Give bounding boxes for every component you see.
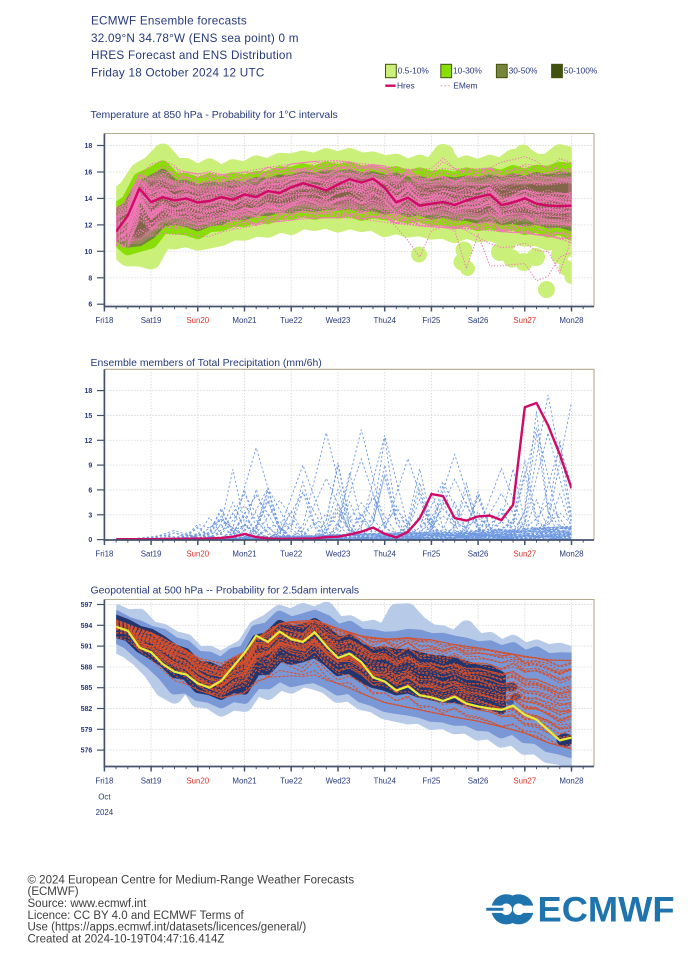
svg-text:ECMWF Ensemble forecasts: ECMWF Ensemble forecasts <box>91 15 247 28</box>
svg-text:50-100%: 50-100% <box>564 66 598 76</box>
svg-text:Geopotential at 500 hPa -- Pro: Geopotential at 500 hPa -- Probability f… <box>91 585 360 596</box>
svg-text:Source: www.ecmwf.int: Source: www.ecmwf.int <box>28 898 148 910</box>
svg-text:Thu24: Thu24 <box>374 316 397 325</box>
svg-text:9: 9 <box>88 463 92 470</box>
svg-text:16: 16 <box>85 170 93 177</box>
svg-text:Mon28: Mon28 <box>559 549 584 558</box>
svg-text:Thu24: Thu24 <box>374 777 397 786</box>
svg-text:2024: 2024 <box>96 808 114 817</box>
svg-text:Oct: Oct <box>98 793 111 802</box>
svg-text:594: 594 <box>81 623 93 630</box>
svg-text:Hres: Hres <box>397 81 415 91</box>
svg-text:597: 597 <box>81 602 93 609</box>
svg-text:585: 585 <box>81 685 93 692</box>
svg-text:Wed23: Wed23 <box>326 549 351 558</box>
svg-text:Wed23: Wed23 <box>326 777 351 786</box>
svg-text:Sun27: Sun27 <box>513 549 536 558</box>
svg-text:Sat26: Sat26 <box>468 777 489 786</box>
svg-text:Sun20: Sun20 <box>186 549 209 558</box>
svg-text:Thu24: Thu24 <box>374 549 397 558</box>
svg-text:Ensemble members of Total Prec: Ensemble members of Total Precipitation … <box>91 358 322 369</box>
svg-text:Mon21: Mon21 <box>232 549 256 558</box>
svg-text:0.5-10%: 0.5-10% <box>398 66 430 76</box>
svg-text:32.09°N 34.78°W (ENS sea point: 32.09°N 34.78°W (ENS sea point) 0 m <box>91 32 299 45</box>
svg-text:14: 14 <box>85 196 93 203</box>
svg-text:Licence: CC BY 4.0 and ECMWF T: Licence: CC BY 4.0 and ECMWF Terms of <box>28 910 245 922</box>
svg-text:Mon21: Mon21 <box>232 316 256 325</box>
svg-text:6: 6 <box>88 302 92 309</box>
svg-text:Sun20: Sun20 <box>186 316 209 325</box>
svg-text:10-30%: 10-30% <box>453 66 482 76</box>
svg-text:Friday 18 October 2024 12 UTC: Friday 18 October 2024 12 UTC <box>91 66 265 79</box>
svg-text:582: 582 <box>81 706 93 713</box>
svg-text:Sat19: Sat19 <box>141 777 162 786</box>
svg-text:8: 8 <box>88 275 92 282</box>
svg-text:Created at 2024-10-19T04:47:16: Created at 2024-10-19T04:47:16.414Z <box>28 934 225 946</box>
svg-text:576: 576 <box>81 748 93 755</box>
svg-text:Mon28: Mon28 <box>559 777 584 786</box>
svg-text:30-50%: 30-50% <box>509 66 538 76</box>
svg-text:(ECMWF): (ECMWF) <box>28 886 79 898</box>
svg-text:18: 18 <box>85 388 93 395</box>
svg-text:Sun20: Sun20 <box>186 777 209 786</box>
svg-text:ECMWF: ECMWF <box>538 889 675 929</box>
svg-text:591: 591 <box>81 644 93 651</box>
svg-text:Fri18: Fri18 <box>95 316 114 325</box>
svg-text:Tue22: Tue22 <box>280 316 302 325</box>
svg-text:Tue22: Tue22 <box>280 777 302 786</box>
svg-text:579: 579 <box>81 727 93 734</box>
svg-text:0: 0 <box>88 537 92 544</box>
svg-text:Sun27: Sun27 <box>513 316 536 325</box>
svg-text:Tue22: Tue22 <box>280 549 302 558</box>
svg-text:Fri18: Fri18 <box>95 777 114 786</box>
svg-text:Temperature at 850 hPa - Proba: Temperature at 850 hPa - Probability for… <box>91 110 338 121</box>
svg-text:15: 15 <box>85 413 93 420</box>
svg-text:588: 588 <box>81 664 93 671</box>
svg-text:Wed23: Wed23 <box>326 316 351 325</box>
svg-text:© 2024 European Centre for Med: © 2024 European Centre for Medium-Range … <box>28 874 355 886</box>
svg-text:Mon21: Mon21 <box>232 777 256 786</box>
svg-text:12: 12 <box>85 438 93 445</box>
svg-text:Sat26: Sat26 <box>468 549 489 558</box>
svg-text:Mon28: Mon28 <box>559 316 584 325</box>
svg-text:Sat19: Sat19 <box>141 316 162 325</box>
svg-text:Use (https://apps.ecmwf.int/da: Use (https://apps.ecmwf.int/datasets/lic… <box>28 922 307 934</box>
svg-text:EMem: EMem <box>453 81 477 91</box>
svg-text:3: 3 <box>88 512 92 519</box>
svg-text:Fri25: Fri25 <box>422 549 441 558</box>
svg-text:Sat26: Sat26 <box>468 316 489 325</box>
svg-text:Fri18: Fri18 <box>95 549 114 558</box>
svg-text:HRES Forecast and ENS Distribu: HRES Forecast and ENS Distribution <box>91 49 292 62</box>
svg-text:12: 12 <box>85 222 93 229</box>
svg-text:Sun27: Sun27 <box>513 777 536 786</box>
svg-text:Fri25: Fri25 <box>422 777 441 786</box>
svg-text:18: 18 <box>85 143 93 150</box>
svg-text:Fri25: Fri25 <box>422 316 441 325</box>
svg-text:Sat19: Sat19 <box>141 549 162 558</box>
svg-text:10: 10 <box>85 249 93 256</box>
svg-text:6: 6 <box>88 487 92 494</box>
